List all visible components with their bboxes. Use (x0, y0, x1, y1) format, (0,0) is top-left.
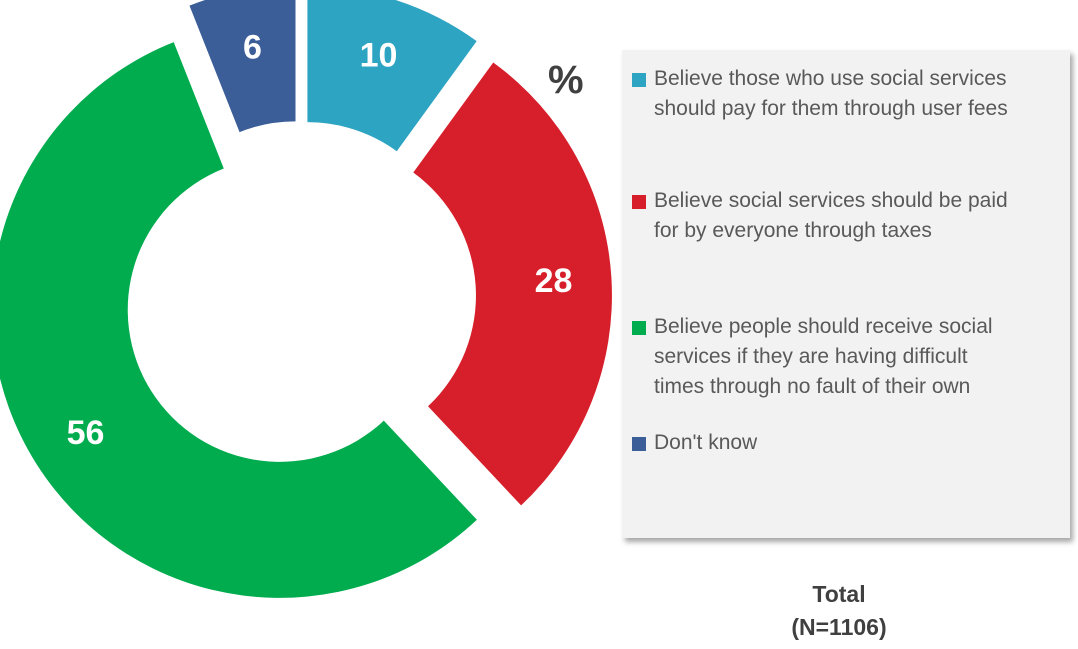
donut-chart: 10 28 56 6 (0, 0, 612, 598)
data-label-user-fees: 10 (360, 36, 398, 74)
data-label-taxes: 28 (535, 262, 573, 300)
slice-no-fault (0, 42, 477, 598)
legend-label-no-fault: Believe people should receive social ser… (654, 315, 993, 398)
data-label-dont-know: 6 (243, 28, 262, 66)
data-label-no-fault: 56 (67, 414, 105, 452)
legend-swatch-no-fault (632, 321, 646, 335)
slice-dont-know (189, 0, 296, 133)
legend-label-dont-know: Don't know (654, 431, 758, 454)
legend: Believe those who use social services sh… (622, 50, 1070, 538)
legend-item-no-fault: Believe people should receive social ser… (632, 312, 1070, 402)
total-n: (N=1106) (791, 614, 887, 640)
percent-unit-label: % (548, 58, 584, 102)
legend-item-dont-know: Don't know (632, 428, 1070, 458)
legend-swatch-taxes (632, 195, 646, 209)
slice-user-fees (307, 0, 477, 152)
legend-swatch-user-fees (632, 73, 646, 87)
sample-total: Total (N=1106) (720, 578, 958, 644)
legend-label-taxes: Believe social services should be paid f… (654, 189, 1008, 242)
legend-item-user-fees: Believe those who use social services sh… (632, 64, 1070, 124)
total-label: Total (812, 581, 866, 607)
legend-swatch-dont-know (632, 437, 646, 451)
legend-item-taxes: Believe social services should be paid f… (632, 186, 1070, 246)
slice-taxes (413, 62, 612, 506)
legend-label-user-fees: Believe those who use social services sh… (654, 67, 1008, 120)
